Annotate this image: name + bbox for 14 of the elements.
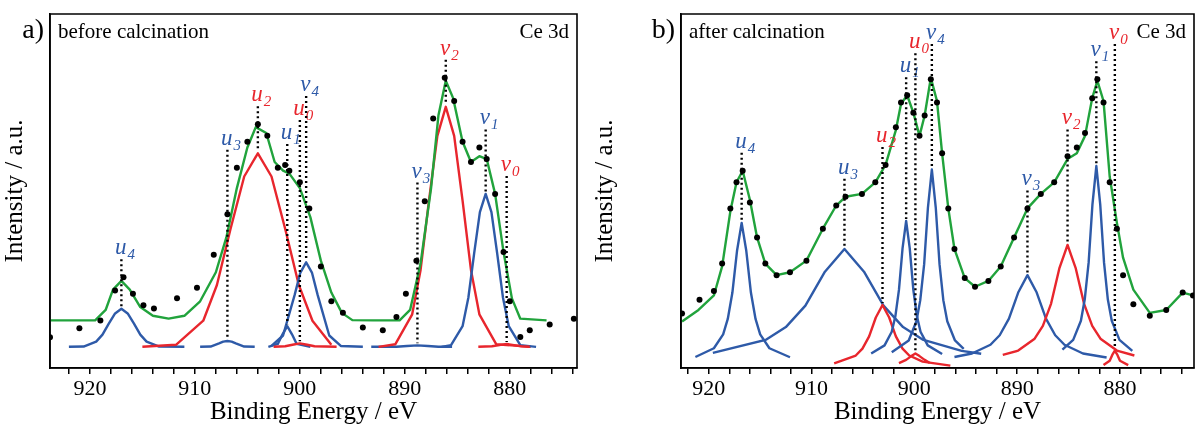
text: before calcination: [58, 19, 210, 43]
x-tick-label: 880: [1103, 374, 1137, 400]
text: Ce 3d: [519, 19, 570, 43]
text: after calcination: [689, 19, 826, 43]
x-tick-label: 920: [73, 374, 107, 400]
x-tick-label: 880: [493, 374, 527, 400]
x-tick-label: 910: [795, 374, 829, 400]
y-axis-title: Intensity / a.u.: [0, 119, 27, 263]
chart-title: b): [651, 13, 675, 44]
x-tick-label: 920: [692, 374, 726, 400]
x-tick-label: 910: [178, 374, 212, 400]
chart-title: a): [22, 13, 44, 44]
y-axis-title: Intensity / a.u.: [589, 119, 617, 263]
text: Ce 3d: [1136, 19, 1187, 43]
